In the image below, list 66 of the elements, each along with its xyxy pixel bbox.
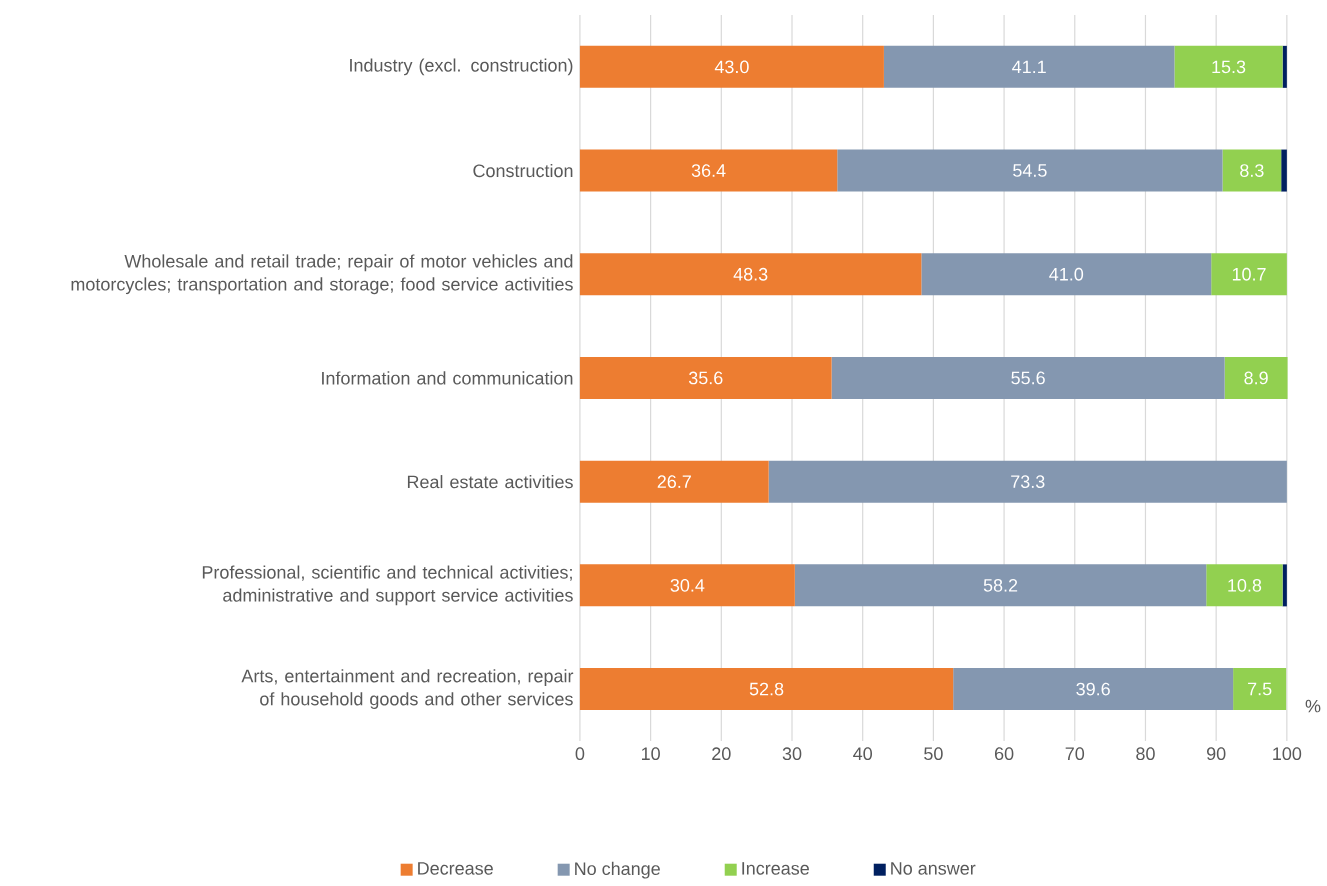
data-label: 41.1: [1012, 60, 1046, 74]
legend-label: No change: [575, 862, 660, 879]
data-label: 36.4: [691, 164, 726, 178]
bar: [579, 668, 954, 711]
data-label: 7.5: [1248, 682, 1272, 696]
data-label: 10.8: [1228, 579, 1262, 592]
x-tick-label: 20: [712, 747, 731, 761]
bar: [768, 460, 1287, 503]
bar: [579, 357, 832, 400]
bar: [579, 460, 769, 503]
legend-label: Increase: [742, 862, 809, 875]
bar: [1174, 46, 1283, 89]
bar: [1282, 46, 1287, 89]
x-tick-label: 70: [1065, 747, 1085, 761]
x-tick-label: 0: [575, 747, 585, 761]
data-label: 8.9: [1244, 371, 1268, 385]
bar: [831, 357, 1225, 400]
data-label: 39.6: [1076, 682, 1110, 696]
data-label: 10.7: [1232, 268, 1266, 281]
data-label: 73.3: [1011, 475, 1045, 489]
y-tick-label: Information and communication: [322, 371, 573, 385]
data-label: 41.0: [1049, 268, 1084, 281]
x-tick-label: 60: [994, 747, 1014, 761]
bar: [579, 149, 838, 192]
data-label: 35.6: [688, 371, 723, 385]
x-tick-label: 90: [1207, 747, 1226, 761]
data-label: 15.3: [1212, 60, 1246, 74]
x-tick-label: 80: [1136, 747, 1155, 761]
x-tick-label: 30: [782, 747, 802, 761]
bar: [837, 149, 1223, 192]
bar: [1206, 564, 1283, 607]
bar: [794, 564, 1207, 607]
bar: [883, 46, 1175, 89]
y-tick-label: Real estate activities: [407, 475, 573, 489]
bar: [579, 253, 922, 296]
legend-label: Decrease: [418, 862, 493, 875]
data-label: 55.6: [1011, 371, 1045, 385]
bar: [1222, 149, 1282, 192]
data-label: 48.3: [733, 268, 768, 281]
x-tick-label: 100: [1273, 747, 1302, 761]
data-label: 52.8: [749, 682, 784, 696]
data-label: 26.7: [657, 475, 691, 489]
x-tick-label: 40: [853, 747, 873, 761]
x-axis-title: %: [1305, 700, 1321, 713]
data-label: 30.4: [670, 579, 705, 592]
legend-label: No answer: [891, 862, 976, 875]
bar: [953, 668, 1234, 711]
bar: [1281, 149, 1287, 192]
x-tick-label: 50: [924, 747, 943, 761]
bar: [1224, 357, 1288, 400]
bar: [1211, 253, 1287, 296]
bar: [921, 253, 1212, 296]
data-label: 8.3: [1240, 164, 1264, 178]
bar: [1282, 564, 1287, 607]
y-tick-label: Wholesale and retail trade; repair of motor vehicles and motorcycles; transportation and storage; food service activities: [71, 254, 573, 295]
y-tick-label: Arts, entertainment and recreation, repair of household goods and other services: [241, 669, 574, 710]
bar: [579, 564, 795, 607]
y-tick-label: Professional, scientific and technical activities; administrative and support service activities: [202, 565, 573, 606]
bar: [579, 46, 884, 89]
data-label: 54.5: [1013, 164, 1047, 178]
bar: [1233, 668, 1287, 711]
x-tick-label: 10: [642, 747, 660, 761]
data-label: 58.2: [983, 579, 1018, 592]
y-tick-label: Industry (excl. construction): [350, 58, 573, 76]
data-label: 43.0: [714, 60, 749, 74]
y-tick-label: Construction: [473, 164, 573, 178]
